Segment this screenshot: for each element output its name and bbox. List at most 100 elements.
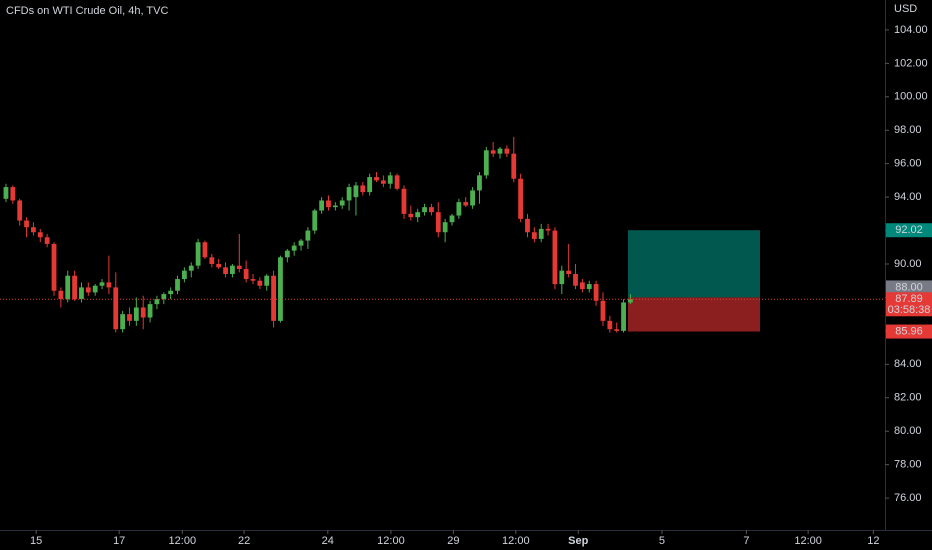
candle-body bbox=[175, 279, 180, 291]
candle-body bbox=[401, 188, 407, 214]
x-tick-label: 7 bbox=[743, 535, 749, 547]
candle-body bbox=[51, 243, 57, 291]
candle-body bbox=[106, 282, 112, 288]
candle-body bbox=[278, 257, 283, 321]
candle-body bbox=[490, 150, 496, 154]
stop-zone bbox=[628, 297, 760, 332]
candle-body bbox=[477, 175, 482, 191]
candle-body bbox=[353, 185, 359, 198]
candle-body bbox=[216, 263, 222, 268]
candle-body bbox=[271, 275, 276, 321]
candle-body bbox=[140, 307, 146, 318]
candle-body bbox=[422, 207, 427, 213]
candle-body bbox=[72, 275, 77, 300]
x-tick-label: 29 bbox=[447, 535, 459, 547]
candle-body bbox=[243, 269, 249, 280]
candle-body bbox=[3, 187, 9, 199]
candle-body bbox=[387, 175, 393, 184]
x-tick-label: 15 bbox=[30, 535, 42, 547]
candle-body bbox=[31, 227, 36, 233]
entry-label-box bbox=[886, 280, 932, 295]
candle-body bbox=[579, 282, 585, 290]
stop-label-box bbox=[886, 324, 932, 339]
y-tick-label: 102.00 bbox=[894, 57, 928, 69]
candle-body bbox=[360, 185, 366, 193]
target-label-box bbox=[886, 223, 932, 238]
candle-body bbox=[552, 230, 558, 285]
candle-body bbox=[202, 242, 208, 258]
candle-body bbox=[79, 287, 84, 300]
candle-body bbox=[394, 175, 400, 189]
candle-body bbox=[346, 187, 352, 201]
candle-body bbox=[154, 299, 160, 305]
x-tick-label: 12:00 bbox=[794, 535, 822, 547]
candle-body bbox=[518, 178, 524, 219]
candle-body bbox=[312, 210, 318, 231]
candle-body bbox=[85, 287, 91, 293]
x-tick-label: 12:00 bbox=[502, 535, 530, 547]
candle-body bbox=[545, 228, 551, 231]
x-tick-label: 12:00 bbox=[169, 535, 197, 547]
candle-body bbox=[593, 284, 599, 301]
y-tick-label: 84.00 bbox=[894, 358, 922, 370]
y-axis-label: USD bbox=[894, 3, 917, 15]
candle-body bbox=[120, 314, 126, 330]
candle-body bbox=[408, 213, 414, 218]
y-tick-label: 98.00 bbox=[894, 124, 922, 136]
candle-body bbox=[284, 250, 290, 258]
candle-body bbox=[17, 200, 23, 221]
y-tick-label: 82.00 bbox=[894, 392, 922, 404]
candle-body bbox=[332, 205, 338, 208]
candle-body bbox=[209, 257, 215, 264]
candle-body bbox=[435, 212, 441, 233]
target-zone bbox=[628, 230, 760, 298]
candle-body bbox=[223, 267, 228, 275]
candle-body bbox=[147, 304, 153, 318]
candle-body bbox=[168, 290, 174, 295]
candle-body bbox=[566, 270, 572, 275]
candle-body bbox=[511, 153, 517, 179]
candle-body bbox=[600, 300, 606, 321]
y-tick-label: 104.00 bbox=[894, 24, 928, 36]
candle-body bbox=[291, 245, 297, 251]
y-tick-label: 94.00 bbox=[894, 191, 922, 203]
candle-body bbox=[573, 274, 578, 286]
candle-body bbox=[161, 294, 167, 300]
candle-body bbox=[92, 285, 98, 293]
x-tick-label: 12:00 bbox=[377, 535, 405, 547]
x-tick-label: 12 bbox=[867, 535, 879, 547]
candle-body bbox=[250, 279, 256, 281]
candle-body bbox=[621, 302, 626, 331]
candle-body bbox=[628, 299, 633, 303]
candle-body bbox=[456, 202, 462, 216]
candle-body bbox=[415, 212, 421, 218]
candle-body bbox=[339, 200, 345, 206]
candle-body bbox=[127, 314, 132, 321]
candle-body bbox=[380, 180, 386, 184]
x-tick-label: 17 bbox=[113, 535, 125, 547]
x-tick-label: Sep bbox=[568, 535, 588, 547]
x-tick-label: 24 bbox=[322, 535, 334, 547]
candle-body bbox=[538, 228, 544, 239]
y-tick-label: 76.00 bbox=[894, 492, 922, 504]
candle-body bbox=[470, 190, 475, 206]
candle-body bbox=[113, 287, 119, 330]
candle-body bbox=[531, 232, 537, 239]
candle-body bbox=[24, 220, 29, 228]
candle-body bbox=[264, 275, 270, 286]
y-tick-label: 100.00 bbox=[894, 91, 928, 103]
y-tick-label: 80.00 bbox=[894, 425, 922, 437]
candle-body bbox=[504, 148, 510, 154]
x-tick-label: 22 bbox=[238, 535, 250, 547]
entry-label: 88.00 bbox=[895, 281, 923, 293]
candle-body bbox=[65, 275, 71, 300]
candle-body bbox=[497, 148, 503, 154]
y-tick-label: 78.00 bbox=[894, 459, 922, 471]
candle-body bbox=[367, 177, 373, 193]
candle-body bbox=[298, 240, 304, 246]
candle-body bbox=[463, 202, 469, 206]
last-price-label: 87.89 bbox=[895, 293, 923, 305]
candle-body bbox=[586, 284, 592, 290]
